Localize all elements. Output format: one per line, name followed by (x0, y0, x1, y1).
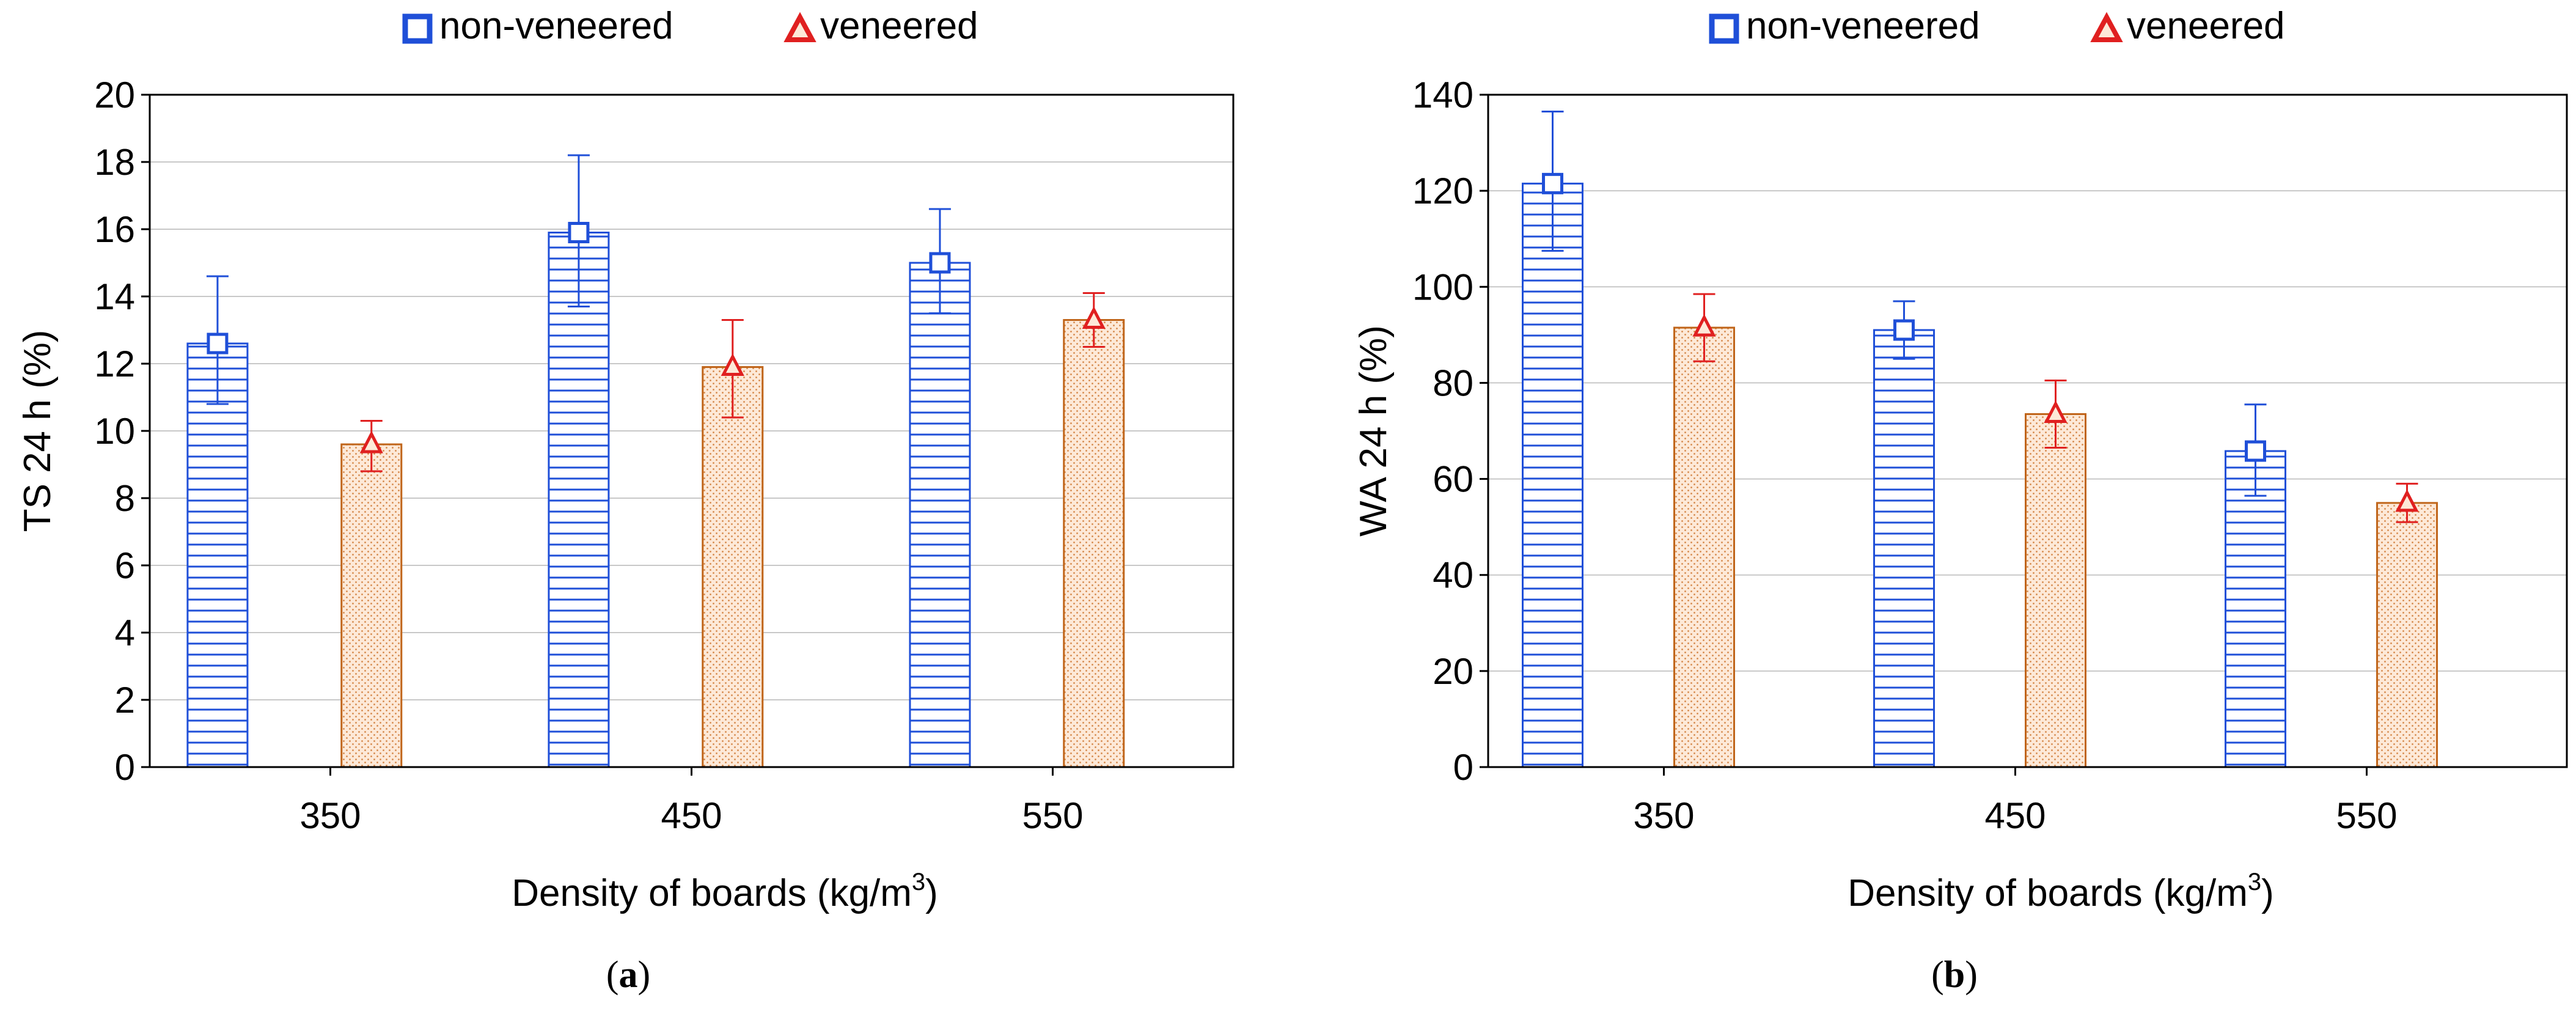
y-tick-label: 80 (1433, 362, 1473, 403)
y-tick-label: 140 (1412, 75, 1473, 116)
chart-a-ylabel: TS 24 h (%) (17, 330, 59, 532)
y-tick-label: 10 (94, 411, 135, 452)
marker-triangle (2395, 489, 2419, 512)
y-tick-label: 8 (115, 478, 135, 519)
y-tick-label: 100 (1412, 266, 1473, 307)
y-tick-label: 2 (115, 680, 135, 721)
chart-a-y-ticks: 0 2 4 6 8 10 12 14 16 18 20 (94, 75, 150, 788)
chart-a-xlabel: Density of boards (kg/m3) (512, 869, 938, 914)
y-tick-label: 60 (1433, 459, 1473, 500)
chart-b-plot-frame (1487, 94, 2568, 768)
x-tick-label: 350 (299, 795, 361, 836)
chart-b-x-ticks: 350 450 550 (1633, 767, 2398, 836)
legend-a-veneered-label: veneered (820, 5, 978, 47)
marker-square (1893, 319, 1915, 341)
chart-a-x-ticks: 350 450 550 (299, 767, 1084, 836)
y-tick-label: 6 (115, 545, 135, 586)
legend-b-veneered-triangle-icon (2090, 12, 2123, 42)
bar-veneered (1063, 319, 1125, 768)
x-tick-label: 550 (2336, 795, 2397, 836)
bar-veneered (2025, 413, 2086, 768)
bar-nonveneered (2225, 450, 2286, 768)
chart-b-legend: non-veneered veneered (1709, 5, 2285, 47)
y-tick-label: 18 (94, 142, 135, 183)
y-tick-label: 12 (94, 344, 135, 384)
legend-a-veneered-triangle-icon (783, 12, 816, 42)
bar-nonveneered (548, 232, 610, 768)
bar-veneered (702, 366, 764, 768)
marker-square (207, 332, 229, 355)
marker-square (2245, 440, 2266, 462)
marker-square (1542, 172, 1563, 194)
chart-a-xlabel-end: ) (925, 872, 938, 914)
legend-b-veneered-label: veneered (2127, 5, 2285, 47)
x-tick-label: 350 (1633, 795, 1694, 836)
marker-triangle (1082, 306, 1106, 329)
chart-a-gridlines (150, 161, 1233, 700)
y-tick-label: 40 (1433, 555, 1473, 596)
chart-b-xlabel-superscript: 3 (2248, 869, 2261, 895)
x-tick-label: 550 (1022, 795, 1083, 836)
bar-veneered (2376, 502, 2438, 768)
legend-a-nonveneered-square-icon (402, 13, 433, 44)
bar-nonveneered (909, 262, 971, 768)
marker-triangle (359, 430, 383, 454)
bar-nonveneered (1873, 329, 1935, 768)
marker-triangle (2044, 400, 2068, 423)
bar-veneered (340, 443, 403, 768)
chart-a-panel-label: (a) (606, 954, 650, 996)
bar-veneered (1673, 326, 1735, 768)
bar-nonveneered (186, 342, 249, 768)
y-tick-label: 20 (94, 75, 135, 116)
y-tick-label: 120 (1412, 171, 1473, 211)
legend-a-nonveneered-label: non-veneered (439, 5, 673, 47)
chart-b-panel-label: (b) (1931, 954, 1978, 996)
y-tick-label: 0 (115, 747, 135, 788)
marker-triangle (721, 353, 744, 376)
marker-square (929, 252, 951, 274)
chart-b-xlabel-main: Density of boards (kg/m (1848, 872, 2248, 914)
chart-a-bars (186, 154, 1125, 768)
marker-triangle (1692, 314, 1716, 337)
marker-square (568, 222, 590, 243)
chart-a-xlabel-superscript: 3 (912, 869, 925, 895)
y-tick-label: 4 (115, 612, 135, 653)
y-tick-label: 14 (94, 276, 135, 317)
chart-a-legend: non-veneered veneered (402, 5, 978, 47)
chart-b-y-ticks: 0 20 40 60 80 100 120 140 (1412, 75, 1488, 788)
chart-b-xlabel-end: ) (2261, 872, 2274, 914)
y-tick-label: 20 (1433, 651, 1473, 692)
y-tick-label: 0 (1453, 747, 1473, 788)
legend-b-nonveneered-square-icon (1709, 13, 1739, 44)
chart-b-bars (1522, 111, 2438, 768)
x-tick-label: 450 (1984, 795, 2046, 836)
chart-panel-b: 0 20 40 60 80 100 120 140 350 450 550 non-veneere… (1352, 5, 2568, 996)
chart-panel-a: 0 2 4 6 8 10 12 14 16 18 20 350 450 550 non-veneered… (17, 5, 1235, 996)
legend-b-nonveneered-label: non-veneered (1746, 5, 1980, 47)
x-tick-label: 450 (661, 795, 722, 836)
chart-b-ylabel: WA 24 h (%) (1352, 325, 1395, 537)
bar-nonveneered (1522, 182, 1583, 768)
y-tick-label: 16 (94, 209, 135, 250)
chart-a-xlabel-main: Density of boards (kg/m (512, 872, 912, 914)
chart-b-xlabel: Density of boards (kg/m3) (1848, 869, 2274, 914)
